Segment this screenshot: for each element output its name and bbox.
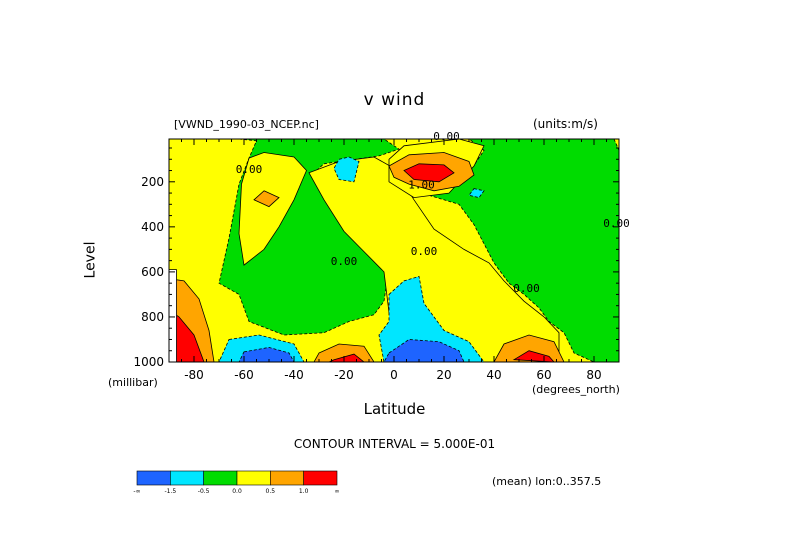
x-axis-label: Latitude bbox=[363, 400, 426, 418]
contour-region-2 bbox=[238, 152, 307, 266]
contour-region-16 bbox=[253, 190, 280, 208]
x-tick-label-6: 40 bbox=[486, 368, 501, 382]
footer-label: (mean) lon:0..357.5 bbox=[492, 475, 602, 488]
y-tick-label-0: 200 bbox=[141, 175, 164, 189]
x-tick-label-5: 20 bbox=[436, 368, 451, 382]
contour-label-0: 0.00 bbox=[433, 130, 460, 143]
contour-label-1: 0.00 bbox=[236, 163, 263, 176]
colorbar-swatch-5 bbox=[303, 470, 338, 486]
colorbar-swatch-2 bbox=[203, 470, 238, 486]
contour-region-13 bbox=[313, 343, 375, 362]
y-tick-label-1: 400 bbox=[141, 220, 164, 234]
y-tick-label-2: 600 bbox=[141, 265, 164, 279]
contour-region-20 bbox=[169, 309, 205, 362]
chart-title: v wind bbox=[363, 90, 426, 110]
plot-axes: -80 -60 -40 -20 0 20 40 60 80 200 400 600 800 1000 bbox=[133, 138, 620, 382]
contour-interval-label: CONTOUR INTERVAL = 5.000E-01 bbox=[293, 437, 496, 451]
colorbar-swatch-1 bbox=[170, 470, 204, 486]
contour-fill-layer bbox=[169, 139, 619, 362]
y-tick-label-3: 800 bbox=[141, 310, 164, 324]
colorbar-label-2: -0.5 bbox=[198, 488, 210, 495]
x-tick-label-1: -60 bbox=[234, 368, 254, 382]
contour-label-3: 0.00 bbox=[331, 255, 358, 268]
colorbar-label-6: ∞ bbox=[335, 488, 340, 495]
colorbar: -∞ -1.5 -0.5 0.0 0.5 1.0 ∞ bbox=[133, 470, 340, 495]
contour-region-18 bbox=[328, 353, 365, 362]
colorbar-label-5: 1.0 bbox=[299, 488, 309, 495]
dataset-label: [VWND_1990-03_NCEP.nc] bbox=[174, 118, 319, 131]
contour-region-9 bbox=[468, 188, 485, 199]
units-label: (units:m/s) bbox=[533, 117, 598, 131]
y-tick-label-4: 1000 bbox=[133, 355, 164, 369]
colorbar-label-1: -1.5 bbox=[164, 488, 176, 495]
contour-region-0 bbox=[169, 139, 400, 336]
x-tick-label-7: 60 bbox=[536, 368, 551, 382]
contour-region-17 bbox=[403, 163, 455, 183]
colorbar-swatch-0 bbox=[136, 470, 171, 486]
contour-region-21 bbox=[169, 269, 177, 362]
contour-region-5 bbox=[333, 156, 360, 183]
x-tick-label-3: -20 bbox=[334, 368, 354, 382]
x-tick-label-4: 0 bbox=[390, 368, 398, 382]
x-tick-label-2: -40 bbox=[284, 368, 304, 382]
contour-label-6: 0.00 bbox=[603, 217, 630, 230]
contour-label-2: 1.00 bbox=[408, 179, 435, 192]
y-axis-units: (millibar) bbox=[108, 376, 158, 389]
contour-region-14 bbox=[493, 334, 565, 362]
x-tick-label-0: -80 bbox=[184, 368, 204, 382]
x-axis-units: (degrees_north) bbox=[532, 383, 620, 396]
colorbar-label-4: 0.5 bbox=[266, 488, 276, 495]
contour-region-6 bbox=[378, 275, 485, 362]
contour-region-10 bbox=[238, 346, 295, 362]
contour-label-4: 0.00 bbox=[411, 245, 438, 258]
colorbar-swatch-3 bbox=[236, 470, 271, 486]
x-tick-label-8: 80 bbox=[586, 368, 601, 382]
colorbar-label-0: -∞ bbox=[133, 488, 140, 495]
colorbar-label-3: 0.0 bbox=[232, 488, 242, 495]
colorbar-swatch-4 bbox=[270, 470, 304, 486]
contour-label-layer: 0.00 0.00 1.00 0.00 0.00 0.00 0.00 bbox=[236, 130, 630, 295]
contour-label-5: 0.00 bbox=[513, 282, 540, 295]
